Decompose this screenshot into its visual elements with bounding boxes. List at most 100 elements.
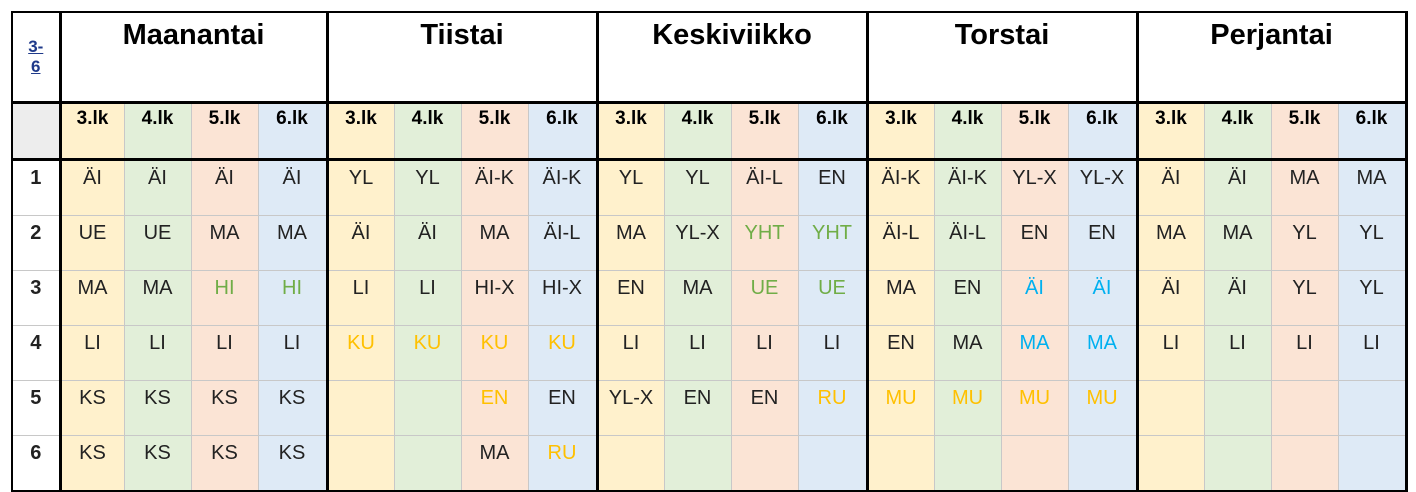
schedule-cell: ÄI-K <box>460 159 529 216</box>
schedule-cell: HI-X <box>527 270 598 326</box>
schedule-cell: YL <box>325 159 395 216</box>
schedule-cell: EN <box>797 159 868 216</box>
schedule-cell: MA <box>865 270 935 326</box>
grade-header-cell: 4.lk <box>1203 102 1272 161</box>
schedule-cell: YL <box>1270 215 1339 271</box>
schedule-cell: MA <box>1337 159 1408 216</box>
schedule-cell: YHT <box>730 215 799 271</box>
day-wednesday: Keskiviikko <box>595 11 868 104</box>
schedule-cell <box>1337 435 1408 492</box>
schedule-cell: ÄI <box>190 159 259 216</box>
schedule-cell: YL <box>1337 215 1408 271</box>
schedule-cell: YL <box>393 159 462 216</box>
grade-header-row: 3.lk 4.lk 5.lk 6.lk 3.lk 4.lk 5.lk 6.lk 3.lk 4.lk… <box>11 102 1408 161</box>
schedule-cell: EN <box>1000 215 1069 271</box>
schedule-cell: KS <box>123 380 192 436</box>
schedule-cell: ÄI <box>1067 270 1138 326</box>
schedule-cell: MA <box>1203 215 1272 271</box>
schedule-cell: ÄI-L <box>933 215 1002 271</box>
day-tuesday: Tiistai <box>325 11 598 104</box>
schedule-cell: YL-X <box>1000 159 1069 216</box>
lesson-row: 5 KS KS KS KS EN EN YL-X EN EN RU MU MU MU MU <box>11 380 1408 436</box>
schedule-cell: HI <box>190 270 259 326</box>
day-thursday: Torstai <box>865 11 1138 104</box>
schedule-cell: LI <box>1337 325 1408 381</box>
grade-range-link[interactable]: 3- 6 <box>28 37 44 76</box>
schedule-cell: ÄI-K <box>933 159 1002 216</box>
schedule-cell: KS <box>190 435 259 492</box>
schedule-cell: ÄI <box>123 159 192 216</box>
schedule-cell: MA <box>123 270 192 326</box>
schedule-cell <box>865 435 935 492</box>
schedule-cell: LI <box>663 325 732 381</box>
schedule-cell <box>1135 435 1205 492</box>
schedule-cell: UE <box>730 270 799 326</box>
schedule-cell: KU <box>527 325 598 381</box>
schedule-cell: LI <box>123 325 192 381</box>
schedule-cell: KS <box>58 435 125 492</box>
schedule-cell <box>1135 380 1205 436</box>
schedule-cell: MU <box>865 380 935 436</box>
day-header-row: 3- 6 Maanantai Tiistai Keskiviikko Torst… <box>11 11 1408 104</box>
schedule-cell: LI <box>1270 325 1339 381</box>
schedule-cell: UE <box>123 215 192 271</box>
schedule-cell <box>730 435 799 492</box>
schedule-cell <box>1203 380 1272 436</box>
grade-header-cell: 4.lk <box>663 102 732 161</box>
schedule-cell: ÄI-K <box>527 159 598 216</box>
schedule-cell: UE <box>58 215 125 271</box>
grade-header-cell: 6.lk <box>257 102 328 161</box>
schedule-cell: LI <box>1135 325 1205 381</box>
schedule-cell: ÄI <box>1000 270 1069 326</box>
lesson-number: 2 <box>11 215 62 271</box>
schedule-cell: LI <box>190 325 259 381</box>
day-friday: Perjantai <box>1135 11 1408 104</box>
schedule-cell: KS <box>123 435 192 492</box>
grade-header-cell: 6.lk <box>1337 102 1408 161</box>
schedule-cell: LI <box>730 325 799 381</box>
schedule-cell: YHT <box>797 215 868 271</box>
schedule-cell <box>1270 435 1339 492</box>
grade-header-cell: 3.lk <box>865 102 935 161</box>
schedule-cell: MU <box>1000 380 1069 436</box>
schedule-cell <box>325 380 395 436</box>
schedule-cell: EN <box>730 380 799 436</box>
schedule-cell: KS <box>257 435 328 492</box>
schedule-cell <box>1000 435 1069 492</box>
schedule-cell: LI <box>58 325 125 381</box>
schedule-cell <box>393 435 462 492</box>
grade-header-cell: 5.lk <box>730 102 799 161</box>
schedule-cell: KU <box>393 325 462 381</box>
schedule-table: 3- 6 Maanantai Tiistai Keskiviikko Torst… <box>11 11 1408 492</box>
schedule-cell: MA <box>190 215 259 271</box>
corner-cell: 3- 6 <box>11 11 61 104</box>
grade-header-cell: 4.lk <box>123 102 192 161</box>
schedule-cell: LI <box>797 325 868 381</box>
schedule-cell: EN <box>865 325 935 381</box>
schedule-cell <box>1270 380 1339 436</box>
grade-header-cell: 4.lk <box>933 102 1002 161</box>
schedule-cell: MA <box>257 215 328 271</box>
schedule-cell <box>325 435 395 492</box>
schedule-cell: YL-X <box>663 215 732 271</box>
schedule-cell: YL <box>663 159 732 216</box>
grade-header-cell: 3.lk <box>325 102 395 161</box>
schedule-cell: ÄI <box>257 159 328 216</box>
schedule-cell: YL-X <box>1067 159 1138 216</box>
lesson-number: 6 <box>11 435 62 492</box>
schedule-cell: MA <box>58 270 125 326</box>
lesson-row: 6 KS KS KS KS MA RU <box>11 435 1408 492</box>
schedule-cell: ÄI <box>325 215 395 271</box>
lesson-number: 3 <box>11 270 62 326</box>
lesson-row: 1 ÄI ÄI ÄI ÄI YL YL ÄI-K ÄI-K YL YL ÄI-L EN ÄI-K ÄI-K Y… <box>11 159 1408 216</box>
schedule-cell: KU <box>325 325 395 381</box>
schedule-cell: KU <box>460 325 529 381</box>
schedule-cell: ÄI <box>1203 270 1272 326</box>
schedule-cell: ÄI-K <box>865 159 935 216</box>
schedule-cell: EN <box>933 270 1002 326</box>
lesson-number: 1 <box>11 159 62 216</box>
schedule-cell: ÄI-L <box>527 215 598 271</box>
grade-header-cell: 6.lk <box>1067 102 1138 161</box>
schedule-cell: LI <box>1203 325 1272 381</box>
schedule-cell: EN <box>1067 215 1138 271</box>
